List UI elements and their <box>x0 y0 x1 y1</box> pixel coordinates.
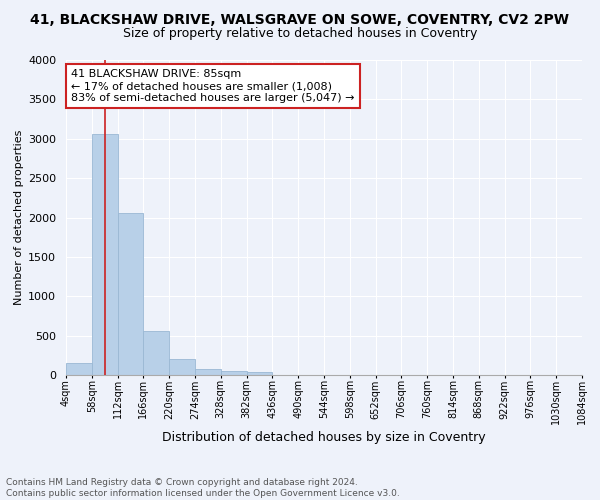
Text: 41 BLACKSHAW DRIVE: 85sqm
← 17% of detached houses are smaller (1,008)
83% of se: 41 BLACKSHAW DRIVE: 85sqm ← 17% of detac… <box>71 70 355 102</box>
X-axis label: Distribution of detached houses by size in Coventry: Distribution of detached houses by size … <box>162 432 486 444</box>
Text: 41, BLACKSHAW DRIVE, WALSGRAVE ON SOWE, COVENTRY, CV2 2PW: 41, BLACKSHAW DRIVE, WALSGRAVE ON SOWE, … <box>31 12 569 26</box>
Bar <box>66 363 92 375</box>
Bar <box>92 134 118 375</box>
Bar <box>169 359 195 375</box>
Bar <box>143 331 169 375</box>
Bar <box>118 213 143 375</box>
Text: Size of property relative to detached houses in Coventry: Size of property relative to detached ho… <box>123 28 477 40</box>
Text: Contains HM Land Registry data © Crown copyright and database right 2024.
Contai: Contains HM Land Registry data © Crown c… <box>6 478 400 498</box>
Bar <box>195 370 221 375</box>
Y-axis label: Number of detached properties: Number of detached properties <box>14 130 24 305</box>
Bar <box>247 372 272 375</box>
Bar <box>221 371 247 375</box>
